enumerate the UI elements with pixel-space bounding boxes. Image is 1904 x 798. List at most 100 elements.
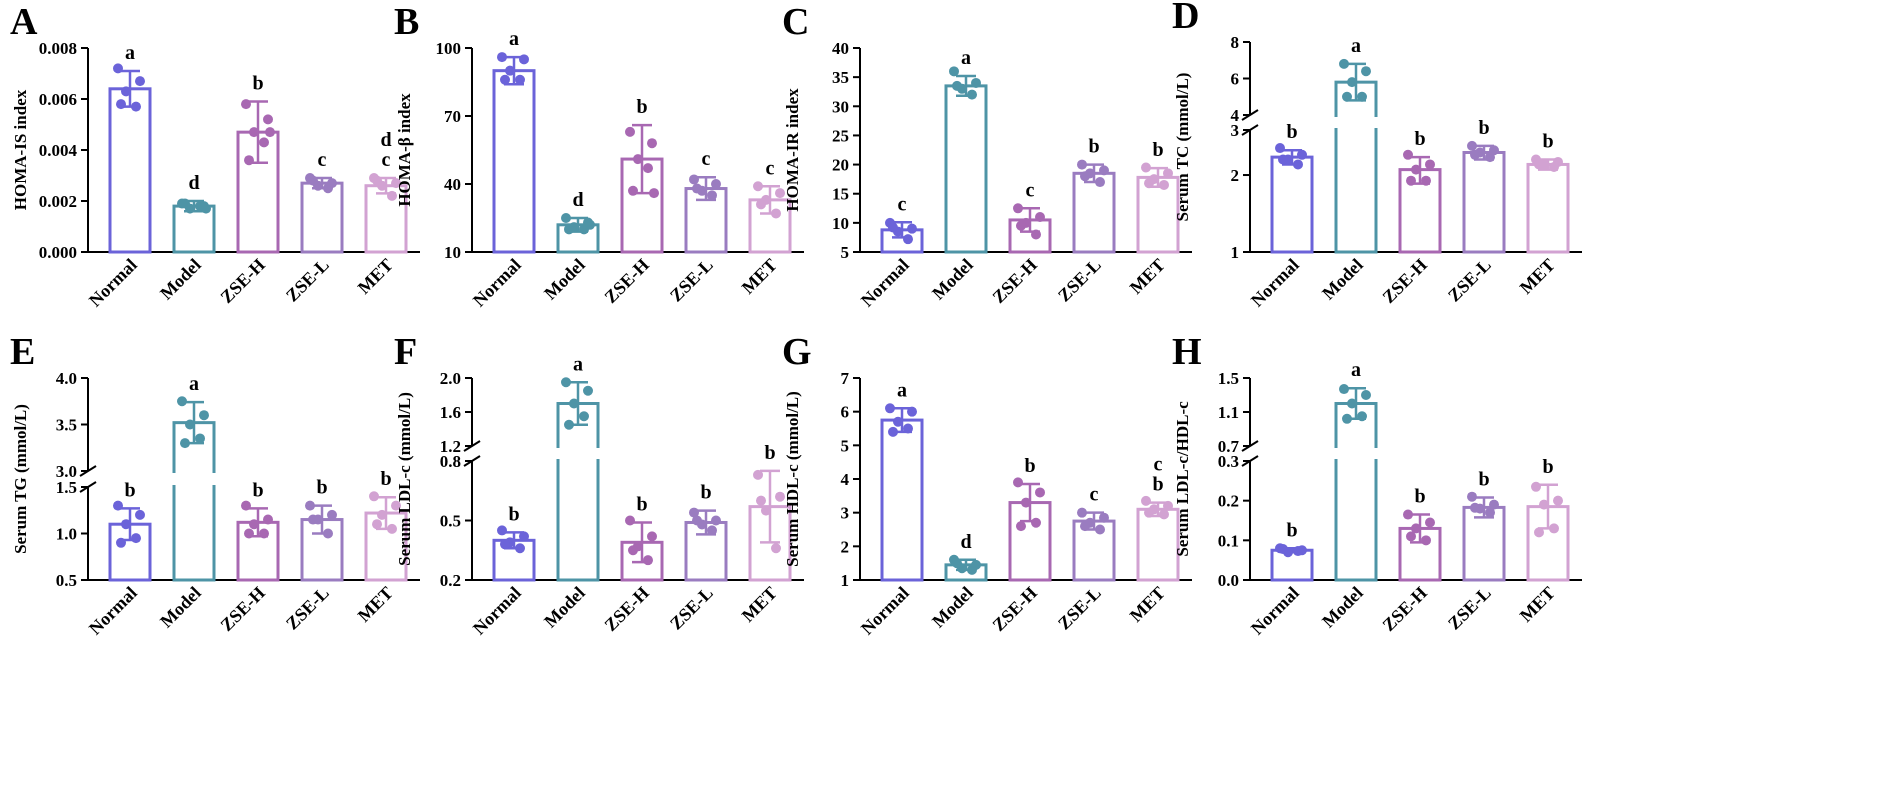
data-point: [1467, 491, 1477, 502]
significance-letter: c: [1154, 454, 1163, 476]
data-point: [1403, 509, 1413, 520]
data-point: [753, 469, 763, 480]
significance-letter: a: [1351, 35, 1361, 57]
y-tick-label: 0.002: [39, 192, 77, 211]
y-tick-label: 15: [832, 185, 849, 204]
x-tick-label: Model: [928, 583, 977, 632]
bar-Normal: [108, 87, 152, 254]
x-tick-label: ZSE-L: [1444, 583, 1495, 634]
data-point: [692, 183, 702, 194]
y-tick-label: 0.8: [440, 452, 461, 471]
significance-letter: b: [380, 468, 391, 490]
y-tick-label: 4.0: [56, 369, 77, 388]
data-point: [952, 80, 962, 91]
data-point: [308, 514, 318, 525]
data-point: [1159, 179, 1169, 190]
data-point: [903, 234, 913, 245]
y-tick-label: 7: [841, 369, 850, 388]
significance-letter: a: [189, 373, 199, 395]
x-tick-label: ZSE-L: [1054, 255, 1105, 306]
data-point: [907, 406, 917, 417]
data-point: [519, 531, 529, 542]
significance-letter: d: [188, 172, 199, 194]
data-point: [643, 555, 653, 566]
significance-letter: c: [382, 149, 391, 171]
data-point: [1095, 524, 1105, 535]
data-point: [569, 398, 579, 409]
bar-MET: [1526, 162, 1570, 254]
axis-break-mark: [1241, 440, 1259, 452]
bar-ZSE-L: [300, 518, 344, 582]
data-point: [377, 509, 387, 520]
data-point: [711, 515, 721, 526]
bar-ZSE-L: [1462, 150, 1506, 254]
data-point: [1411, 523, 1421, 534]
bar-break-gap: [1333, 117, 1379, 128]
data-point: [249, 127, 259, 138]
data-point: [308, 175, 318, 186]
significance-letter: c: [702, 148, 711, 170]
significance-letter: b: [1542, 456, 1553, 478]
data-point: [628, 185, 638, 196]
data-point: [1275, 143, 1285, 154]
data-point: [633, 154, 643, 165]
data-point: [259, 137, 269, 148]
bar-Normal: [492, 69, 536, 254]
significance-letter: b: [252, 73, 263, 95]
data-point: [1421, 535, 1431, 546]
significance-letter: b: [1478, 468, 1489, 490]
y-tick-label: 30: [832, 97, 849, 116]
axis-break-mark: [463, 455, 481, 467]
panel-letter: A: [10, 1, 38, 43]
panel-C: C HOMA-IR index 5 10 15 20 25 30 35 40 c Normal a Mod…: [782, 1, 1192, 311]
data-point: [1297, 149, 1307, 160]
data-point: [1016, 521, 1026, 532]
data-point: [583, 385, 593, 396]
data-point: [1293, 159, 1303, 170]
y-tick-label: 0.5: [440, 512, 461, 531]
data-point: [1099, 512, 1109, 523]
y-tick-label: 0.2: [440, 571, 461, 590]
y-tick-label: 0.008: [39, 39, 77, 58]
y-tick-label: 4: [1231, 106, 1240, 125]
data-point: [753, 181, 763, 192]
x-tick-label: Normal: [85, 255, 141, 311]
data-point: [249, 519, 259, 530]
bar-Model: [1334, 80, 1378, 254]
significance-letter: b: [1478, 117, 1489, 139]
x-tick-label: ZSE-L: [1054, 583, 1105, 634]
y-tick-label: 1.5: [1218, 369, 1239, 388]
data-point: [116, 537, 126, 548]
panel-H: H Serum LDL-c/HDL-c 0.0 0.1 0.2 0.30.7 1.1 1.5 b…: [1172, 331, 1582, 639]
data-point: [372, 175, 382, 186]
data-point: [1035, 487, 1045, 498]
data-point: [135, 509, 145, 520]
data-point: [391, 500, 401, 511]
axis-break-mark: [1241, 124, 1259, 136]
data-point: [515, 74, 525, 85]
x-tick-label: MET: [1126, 255, 1169, 298]
y-tick-label: 100: [436, 39, 462, 58]
data-point: [1361, 390, 1371, 400]
data-point: [692, 515, 702, 526]
data-point: [952, 558, 962, 569]
significance-letter: a: [509, 28, 519, 50]
x-tick-label: ZSE-H: [216, 255, 268, 307]
panel-letter: C: [782, 1, 809, 43]
data-point: [564, 419, 574, 430]
bar-break-gap: [1333, 448, 1379, 459]
data-point: [1361, 66, 1371, 77]
y-tick-label: 0.000: [39, 243, 77, 262]
y-tick-label: 5: [841, 436, 850, 455]
data-point: [1470, 149, 1480, 160]
data-point: [369, 491, 379, 502]
data-point: [391, 178, 401, 189]
x-tick-label: ZSE-H: [1378, 255, 1430, 307]
data-point: [775, 188, 785, 199]
data-point: [263, 514, 273, 525]
significance-letter: b: [700, 482, 711, 504]
data-point: [1421, 175, 1431, 186]
y-tick-label: 5: [841, 243, 850, 262]
x-tick-label: MET: [354, 255, 397, 298]
data-point: [1485, 507, 1495, 518]
